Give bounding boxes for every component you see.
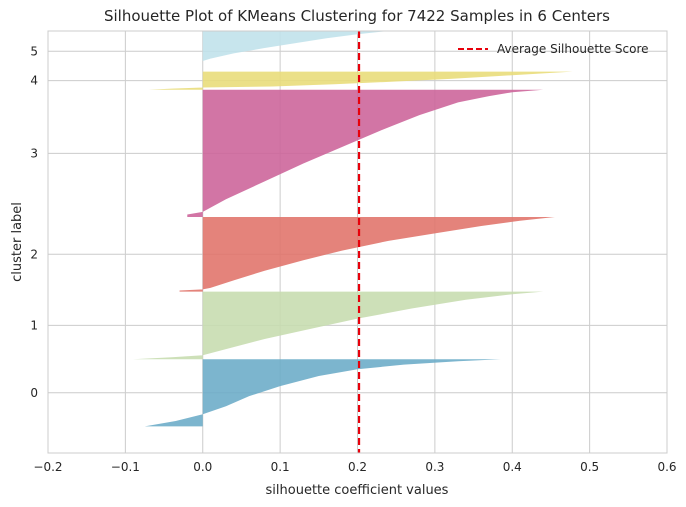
x-tick-label: 0.4 xyxy=(503,460,522,474)
y-tick-label: 0 xyxy=(30,386,38,400)
x-tick-label: 0.5 xyxy=(580,460,599,474)
cluster-2-silhouette xyxy=(179,217,555,292)
cluster-4-silhouette xyxy=(148,71,573,90)
y-tick-label: 5 xyxy=(30,44,38,58)
y-tick-label: 2 xyxy=(30,247,38,261)
chart-title: Silhouette Plot of KMeans Clustering for… xyxy=(104,7,610,25)
cluster-3-silhouette xyxy=(187,89,544,218)
y-ticks: 0 1 2 3 4 5 xyxy=(30,44,38,400)
x-tick-label: −0.1 xyxy=(111,460,140,474)
legend: Average Silhouette Score xyxy=(458,42,649,56)
cluster-5-silhouette xyxy=(202,31,389,72)
y-tick-label: 3 xyxy=(30,146,38,160)
x-tick-label: 0.6 xyxy=(657,460,676,474)
x-tick-label: 0.2 xyxy=(348,460,367,474)
y-tick-label: 4 xyxy=(30,74,38,88)
cluster-1-silhouette xyxy=(133,291,544,360)
x-axis-label: silhouette coefficient values xyxy=(266,483,449,498)
x-tick-label: 0.0 xyxy=(193,460,212,474)
x-ticks: −0.2 −0.1 0.0 0.1 0.2 0.3 0.4 0.5 0.6 xyxy=(33,460,676,474)
cluster-silhouettes xyxy=(133,31,573,427)
x-tick-label: 0.1 xyxy=(271,460,290,474)
x-tick-label: 0.3 xyxy=(425,460,444,474)
x-tick-label: −0.2 xyxy=(33,460,62,474)
y-axis-label: cluster label xyxy=(10,202,25,282)
plot-frame xyxy=(47,30,668,454)
y-tick-label: 1 xyxy=(30,318,38,332)
legend-label-average: Average Silhouette Score xyxy=(497,42,649,56)
cluster-0-silhouette xyxy=(144,359,501,427)
